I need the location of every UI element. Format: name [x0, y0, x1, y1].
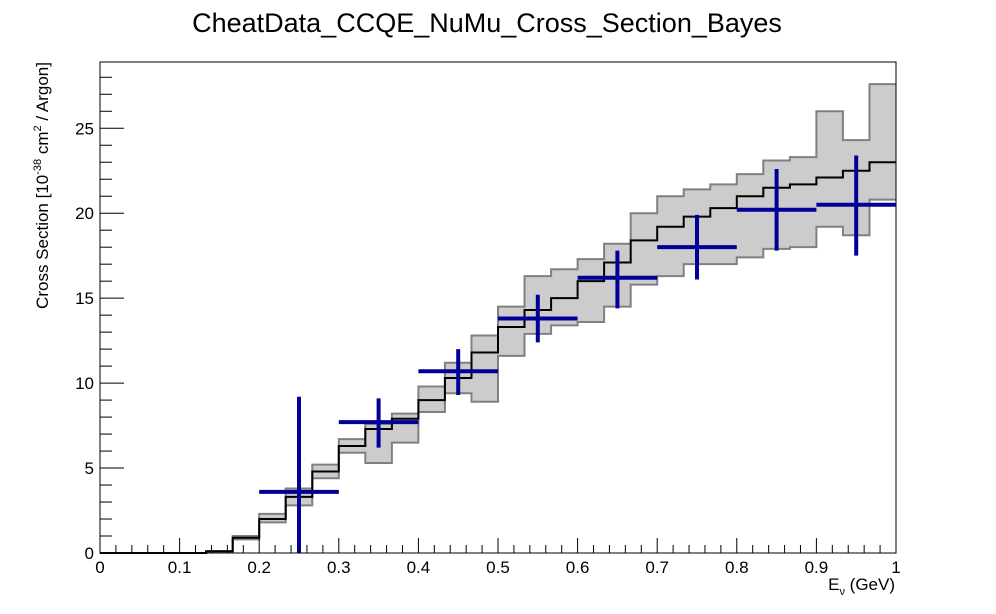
x-tick-label: 0.1 — [168, 558, 192, 577]
chart-title: CheatData_CCQE_NuMu_Cross_Section_Bayes — [192, 8, 782, 38]
x-tick-label: 0.7 — [645, 558, 669, 577]
y-tick-label: 10 — [75, 374, 94, 393]
y-tick-label: 25 — [75, 119, 94, 138]
data-point — [418, 349, 498, 395]
band-lower-edge — [100, 198, 896, 554]
model-line — [100, 161, 896, 554]
x-tick-label: 0 — [95, 558, 104, 577]
data-point — [577, 250, 658, 309]
band-upper-edge — [100, 83, 896, 554]
data-point — [657, 214, 737, 280]
x-tick-label: 1 — [891, 558, 900, 577]
data-point — [816, 155, 896, 256]
x-tick-label: 0.3 — [327, 558, 351, 577]
x-tick-label: 0.2 — [247, 558, 271, 577]
data-point — [259, 396, 339, 553]
x-tick-label: 0.5 — [486, 558, 510, 577]
data-point — [338, 398, 419, 448]
x-tick-label: 0.8 — [725, 558, 749, 577]
y-tick-label: 20 — [75, 204, 94, 223]
x-axis-label: Eν (GeV) — [828, 575, 895, 598]
y-tick-label: 0 — [85, 544, 94, 563]
x-tick-label: 0.4 — [407, 558, 431, 577]
y-tick-label: 15 — [75, 289, 94, 308]
model-step-line — [100, 161, 896, 554]
y-axis-label: Cross Section [10-38 cm2 / Argon] — [32, 62, 52, 309]
y-tick-label: 5 — [85, 459, 94, 478]
data-points — [259, 155, 896, 553]
data-point — [498, 294, 578, 343]
x-tick-label: 0.6 — [566, 558, 590, 577]
x-tick-label: 0.9 — [805, 558, 829, 577]
data-point — [736, 169, 817, 251]
